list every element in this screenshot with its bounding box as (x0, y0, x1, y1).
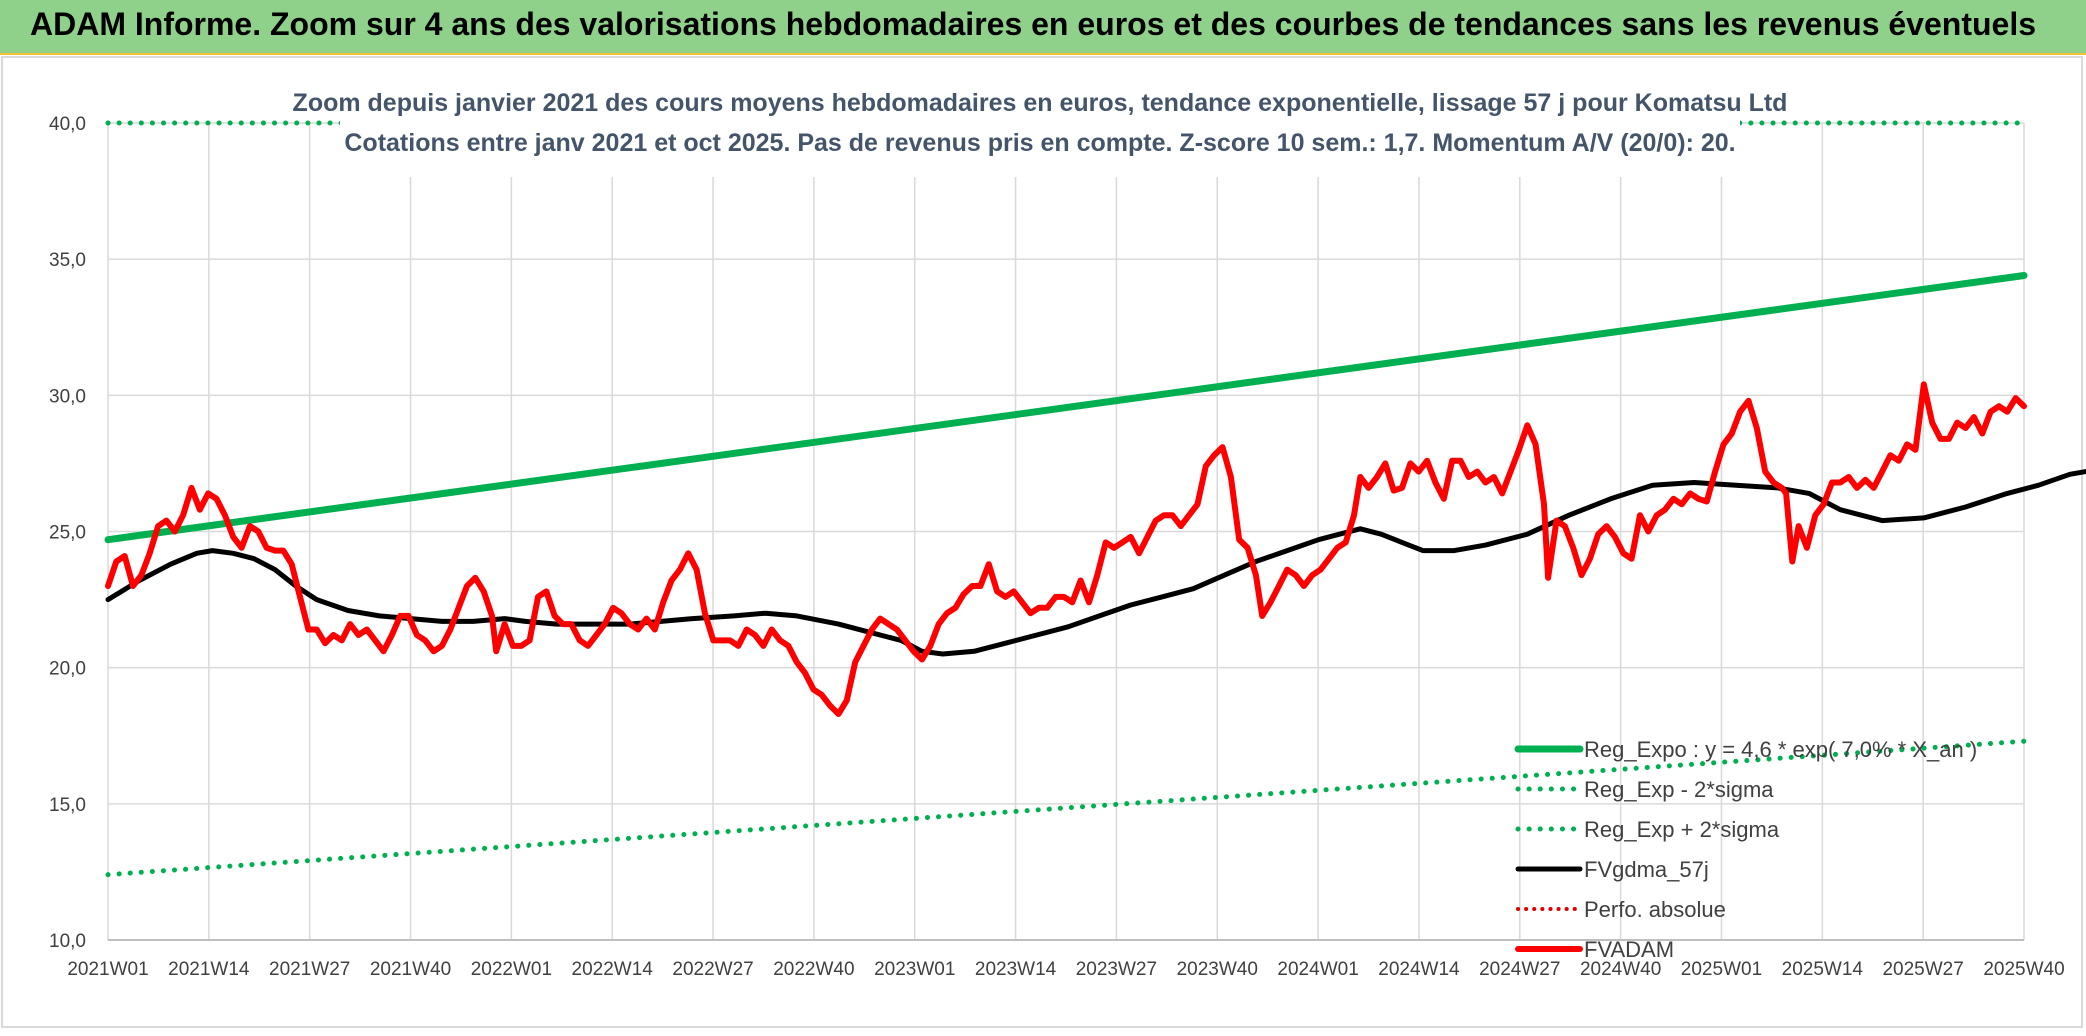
x-tick-label: 2024W27 (1479, 959, 1560, 980)
y-tick-label: 40,0 (49, 114, 86, 135)
x-tick-label: 2024W01 (1277, 959, 1358, 980)
y-axis: 10,0 15,0 20,0 25,0 30,0 35,0 40,0 (49, 114, 86, 952)
chart-title-line1: Zoom depuis janvier 2021 des cours moyen… (293, 89, 1788, 117)
legend-label-perfo: Perfo. absolue (1584, 897, 1726, 922)
x-tick-label: 2024W14 (1378, 959, 1460, 980)
y-tick-label: 10,0 (49, 931, 86, 952)
legend: Reg_Expo : y = 4,6 * exp( 7,0% * X_an ) R… (1514, 737, 1977, 962)
chart-border (1, 56, 2083, 1028)
x-tick-label: 2021W40 (370, 959, 451, 980)
legend-label-fvgdma: FVgdma_57j (1584, 857, 1709, 882)
report-title: ADAM Informe. Zoom sur 4 ans des valoris… (30, 6, 2036, 42)
x-tick-label: 2022W27 (672, 959, 753, 980)
chart-title-line2: Cotations entre janv 2021 et oct 2025. P… (344, 129, 1735, 157)
legend-label-upper: Reg_Exp + 2*sigma (1584, 817, 1780, 842)
chart-background (0, 55, 2086, 1031)
y-tick-label: 20,0 (49, 659, 86, 680)
legend-label-fvadam: FVADAM (1584, 937, 1674, 962)
y-tick-label: 30,0 (49, 386, 86, 407)
x-tick-label: 2022W01 (471, 959, 552, 980)
legend-label-reg: Reg_Expo : y = 4,6 * exp( 7,0% * X_an ) (1584, 737, 1977, 762)
x-tick-label: 2023W14 (975, 959, 1057, 980)
x-tick-label: 2025W14 (1782, 959, 1864, 980)
x-tick-label: 2022W40 (773, 959, 854, 980)
y-tick-label: 25,0 (49, 523, 86, 544)
x-tick-label: 2025W01 (1681, 959, 1762, 980)
x-tick-label: 2023W40 (1177, 959, 1258, 980)
x-tick-label: 2021W01 (67, 959, 148, 980)
x-tick-label: 2024W40 (1580, 959, 1661, 980)
x-tick-label: 2023W01 (874, 959, 955, 980)
y-tick-label: 15,0 (49, 795, 86, 816)
x-tick-label: 2022W14 (572, 959, 654, 980)
x-tick-label: 2025W40 (1983, 959, 2064, 980)
y-tick-label: 35,0 (49, 250, 86, 271)
series-line-fvadam (105, 381, 2027, 717)
report-banner: ADAM Informe. Zoom sur 4 ans des valoris… (0, 0, 2086, 55)
series-line-lower (105, 738, 2027, 878)
x-tick-label: 2021W14 (168, 959, 250, 980)
title-backdrop (340, 77, 1740, 177)
x-axis: 2021W01 2021W14 2021W27 2021W40 2022W01 2022W… (67, 939, 2065, 980)
series-line-fvgdma (105, 468, 2086, 657)
gridlines (107, 122, 2025, 941)
line-chart: 10,015,020,025,030,035,040,0 2021W01 2021… (0, 55, 2086, 1031)
x-tick-label: 2021W27 (269, 959, 350, 980)
legend-label-lower: Reg_Exp - 2*sigma (1584, 777, 1774, 802)
x-tick-label: 2025W27 (1882, 959, 1963, 980)
series-line-reg (104, 272, 2028, 544)
x-tick-label: 2023W27 (1076, 959, 1157, 980)
chart-area: 10,0 15,0 20,0 25,0 30,0 35,0 40,0 2021W01 2021… (0, 55, 2086, 1031)
